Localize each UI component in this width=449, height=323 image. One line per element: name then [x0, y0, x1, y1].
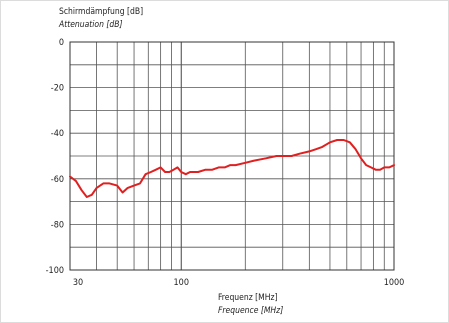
y-axis-title-de: Schirmdämpfung [dB]: [59, 7, 143, 17]
grid-lines: [70, 42, 394, 270]
plot-border: [69, 41, 395, 271]
y-tick-label: -100: [46, 266, 64, 276]
y-tick-label: 0: [59, 38, 64, 48]
x-axis-title-en: Frequence [MHz]: [218, 306, 283, 316]
attenuation-series-line: [69, 139, 395, 198]
y-tick-label: -80: [51, 220, 64, 230]
x-tick-label: 1000: [384, 278, 405, 288]
y-tick-label: -40: [51, 129, 64, 139]
x-axis-title-de: Frequenz [MHz]: [218, 293, 277, 303]
y-axis-title-en: Attenuation [dB]: [58, 20, 122, 30]
y-tick-label: -60: [51, 175, 64, 185]
x-tick-label: 30: [73, 278, 83, 288]
x-tick-label: 100: [174, 278, 189, 288]
y-tick-label: -20: [51, 84, 64, 94]
tick-labels: 0 -20 -40 -60 -80 -100 30 100 1000: [46, 38, 405, 288]
